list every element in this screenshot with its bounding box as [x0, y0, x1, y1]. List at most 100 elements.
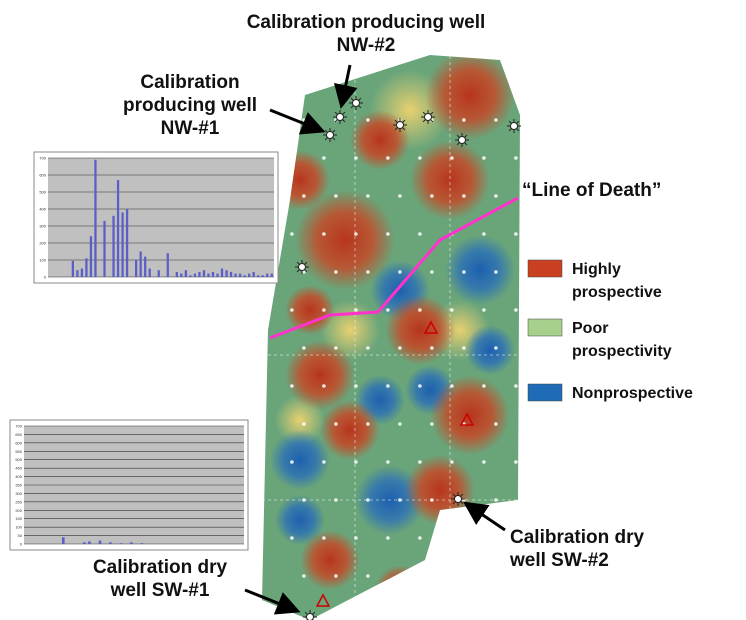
bar	[216, 274, 218, 277]
well-dot	[514, 232, 518, 236]
blob	[445, 235, 515, 305]
well-dot	[514, 156, 518, 160]
well-center	[511, 123, 518, 130]
well-dot	[386, 460, 390, 464]
well-dot	[366, 422, 370, 426]
bar	[140, 252, 142, 278]
well-dot	[322, 460, 326, 464]
well-dot	[494, 270, 498, 274]
well-dot	[450, 384, 454, 388]
bar	[85, 258, 87, 277]
well-dot	[514, 308, 518, 312]
well-center	[299, 264, 306, 271]
well-dot	[430, 346, 434, 350]
well-dot	[386, 156, 390, 160]
well-dot	[462, 270, 466, 274]
y-tick-label: 200	[39, 241, 46, 246]
legend-label: prospectivity	[572, 343, 672, 360]
well-dot	[526, 574, 530, 578]
well-center	[327, 132, 334, 139]
bar	[135, 260, 137, 277]
well-dot	[366, 346, 370, 350]
y-tick-label: 100	[39, 258, 46, 263]
annotation-label: Calibration dry	[510, 527, 645, 548]
y-tick-label: 600	[15, 440, 22, 445]
well-dot	[526, 422, 530, 426]
bar	[180, 274, 182, 277]
well-dot	[386, 308, 390, 312]
well-dot	[334, 346, 338, 350]
well-dot	[482, 460, 486, 464]
y-tick-label: 400	[15, 474, 22, 479]
bar	[90, 236, 92, 277]
well-dot	[290, 308, 294, 312]
bar	[130, 542, 133, 544]
well-dot	[290, 156, 294, 160]
bar	[194, 274, 196, 277]
figure: Calibration producing wellNW-#2Calibrati…	[0, 0, 746, 620]
y-tick-label: 300	[39, 224, 46, 229]
plot-area	[48, 158, 274, 277]
blob	[425, 50, 515, 140]
y-tick-label: 200	[15, 508, 22, 513]
annotation-label: NW-#1	[161, 118, 220, 139]
well-dot	[462, 346, 466, 350]
well-dot	[334, 270, 338, 274]
well-dot	[386, 384, 390, 388]
bar	[83, 542, 86, 544]
well-marker	[349, 96, 363, 110]
bar	[230, 272, 232, 277]
y-tick-label: 550	[15, 449, 22, 454]
well-dot	[334, 498, 338, 502]
bar	[225, 270, 227, 277]
well-dot	[366, 270, 370, 274]
well-dot	[514, 384, 518, 388]
well-dot	[290, 536, 294, 540]
well-dot	[450, 156, 454, 160]
well-dot	[450, 536, 454, 540]
bar	[239, 274, 241, 277]
bar	[253, 272, 255, 277]
bar	[203, 270, 205, 277]
well-dot	[398, 498, 402, 502]
bar	[103, 221, 105, 277]
annotation-label: Calibration	[140, 72, 239, 93]
well-dot	[430, 574, 434, 578]
annotation-label: “Line of Death”	[522, 180, 661, 201]
well-dot	[322, 156, 326, 160]
bar	[62, 537, 65, 544]
bar	[158, 270, 160, 277]
well-dot	[430, 498, 434, 502]
well-center	[455, 496, 462, 503]
well-dot	[418, 232, 422, 236]
well-dot	[302, 118, 306, 122]
bar	[109, 542, 112, 544]
well-dot	[398, 194, 402, 198]
well-dot	[302, 346, 306, 350]
blob	[405, 455, 475, 525]
well-dot	[398, 574, 402, 578]
well-dot	[398, 422, 402, 426]
well-dot	[334, 574, 338, 578]
well-dot	[302, 574, 306, 578]
legend-swatch	[528, 260, 562, 277]
blob	[270, 430, 330, 490]
well-dot	[462, 194, 466, 198]
bar	[176, 272, 178, 277]
bar	[266, 274, 268, 277]
well-dot	[322, 384, 326, 388]
y-tick-label: 150	[15, 516, 22, 521]
well-dot	[366, 574, 370, 578]
well-dot	[450, 460, 454, 464]
blob	[285, 340, 355, 410]
well-dot	[430, 270, 434, 274]
well-dot	[418, 384, 422, 388]
y-tick-label: 100	[15, 525, 22, 530]
y-tick-label: 700	[39, 156, 46, 161]
well-dot	[494, 498, 498, 502]
blob	[270, 150, 330, 210]
well-marker	[455, 133, 469, 147]
well-dot	[334, 194, 338, 198]
well-dot	[302, 422, 306, 426]
bar	[126, 209, 128, 277]
